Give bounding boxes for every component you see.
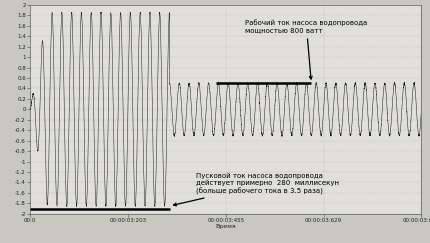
- Text: Рабочий ток насоса водопровода
мощностью 800 ватт: Рабочий ток насоса водопровода мощностью…: [245, 19, 368, 79]
- X-axis label: Время: Время: [215, 224, 236, 229]
- Text: Пусковой ток насоса водопровода
действует примерно  280  миллисекун
(больше рабо: Пусковой ток насоса водопровода действуе…: [174, 172, 339, 206]
